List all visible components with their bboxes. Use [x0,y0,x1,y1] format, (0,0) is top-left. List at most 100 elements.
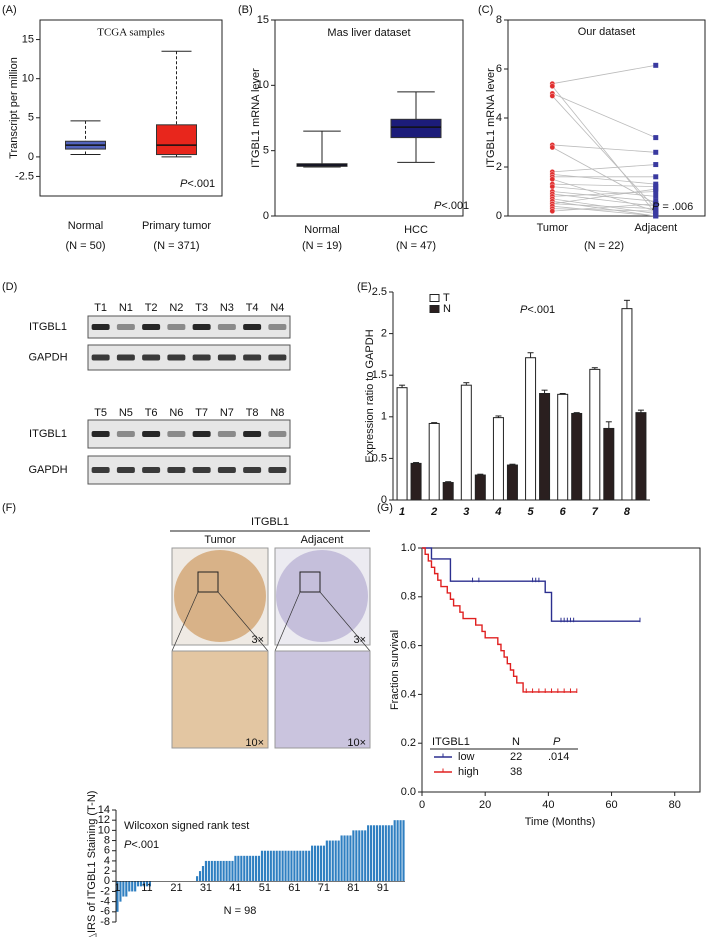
bar [243,855,246,882]
p-value: <.001 [527,304,555,316]
bar [196,876,199,882]
y-tick-label: 2 [381,328,387,340]
panel-label: (F) [2,502,16,514]
bar [219,860,222,882]
chart-title: Wilcoxon signed rank test [124,820,249,832]
bar [145,881,149,887]
blot-band [142,354,161,361]
bar [201,866,205,882]
tumor-point [549,93,556,99]
y-tick-label: 0 [28,151,34,163]
p-symbol: P [652,201,660,213]
blot-band [116,354,135,361]
magnification: 3× [251,634,264,646]
x-tick-label: Primary tumor [142,220,211,232]
x-axis-label: Time (Months) [525,816,596,828]
blot-band [91,431,110,437]
bar [355,830,358,882]
blot-band [268,467,287,473]
y-tick-label: 0.8 [401,591,416,603]
bar [207,860,210,882]
blot-band [116,431,135,437]
y-tick-label: -2 [100,885,110,897]
blot-band [243,354,262,361]
bar [293,850,296,882]
chart-title: Our dataset [578,26,635,38]
blot-band [243,431,262,437]
legend-n: 22 [510,751,522,763]
bar [228,860,231,882]
lane-label: T5 [94,407,107,419]
x-tick-label: 40 [542,799,554,811]
bar [237,855,240,882]
blot-band [268,431,287,437]
ihc-column: Adjacent [301,534,344,546]
adjacent-point [653,201,659,207]
lane-label: T4 [246,302,259,314]
magnification: 3× [353,634,366,646]
blot-strip [87,315,291,339]
blot-row-label: GAPDH [28,464,67,476]
bar [139,881,143,887]
bar [210,860,213,882]
bar [358,830,361,882]
y-tick-label: 8 [496,14,502,26]
bar [269,850,272,882]
pair-line [552,193,656,207]
bar [428,422,440,501]
p-symbol: P [124,839,132,851]
bar [571,412,583,501]
blot-band [91,467,110,473]
bar [116,881,119,912]
bar [249,855,252,882]
blot-band [217,324,236,330]
bar [311,845,314,882]
bar [399,820,402,882]
y-tick-label: 6 [104,845,110,857]
pair-line [552,95,657,209]
n-label: N = 98 [224,905,257,917]
blot-row-label: GAPDH [28,351,67,363]
bar [308,850,311,882]
x-tick-label: 61 [288,882,300,894]
box [156,124,197,156]
pair-line [552,144,656,153]
bar [222,860,225,882]
bar [349,835,352,882]
bar [148,881,151,887]
bar [134,881,137,892]
bar [119,881,122,902]
y-axis-label: △IRS of ITGBL1 Staining (T-N) [86,791,98,937]
bar [204,860,208,882]
tumor-point [549,83,556,89]
blot-row-label: ITGBL1 [29,428,67,440]
bar [255,855,258,882]
y-axis-label: Transcript per million [8,57,20,159]
bar [410,462,422,501]
y-tick-label: 0.2 [401,737,416,749]
blot-row-label: ITGBL1 [29,321,67,333]
bar [396,820,399,882]
bar [352,830,355,882]
pair-line [552,85,657,214]
plot-frame [507,19,706,217]
n-label: (N = 47) [396,240,436,252]
ihc-column: Tumor [204,534,236,546]
p-symbol: P [434,200,442,212]
x-tick-label: 2 [430,506,437,518]
y-tick-label: 0.5 [372,452,387,464]
y-tick-label: 2 [104,865,110,877]
x-tick-label: 6 [560,506,567,518]
y-tick-label: 2.5 [372,286,387,298]
legend-label: N [443,303,451,315]
adjacent-point [653,186,659,192]
adjacent-point [653,213,659,219]
lane-label: N3 [220,302,234,314]
panel-label: (C) [478,4,493,16]
blot-band [217,467,236,473]
x-tick-label: 5 [528,506,535,518]
bar [125,881,128,897]
bar [272,850,275,882]
x-tick-label: 8 [624,506,631,518]
